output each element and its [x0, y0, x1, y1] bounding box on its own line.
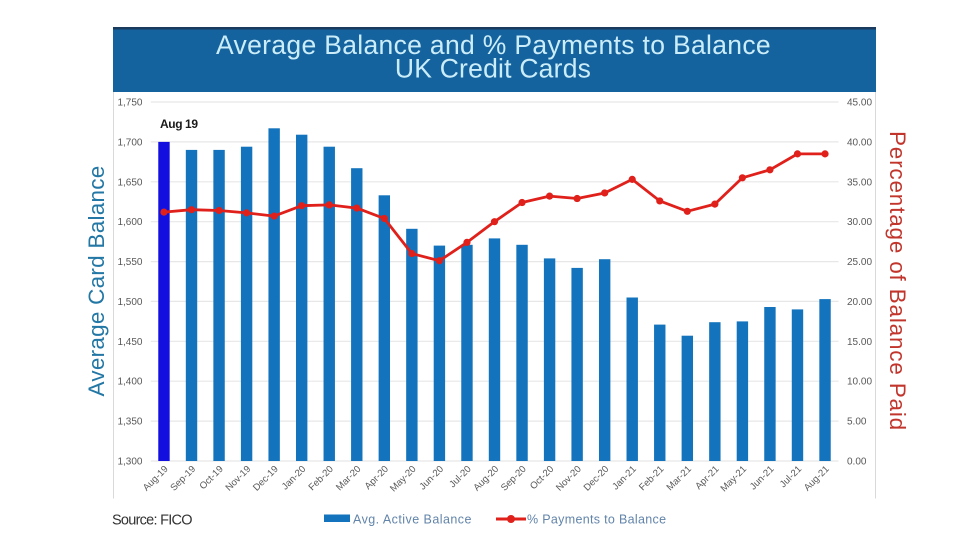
- svg-text:Average Balance and % Payments: Average Balance and % Payments to Balanc…: [216, 30, 771, 60]
- svg-text:1,650: 1,650: [117, 177, 142, 188]
- svg-text:10.00: 10.00: [847, 377, 872, 388]
- svg-text:0.00: 0.00: [847, 457, 867, 468]
- svg-text:1,500: 1,500: [117, 297, 142, 308]
- svg-text:1,450: 1,450: [117, 337, 142, 348]
- svg-text:% Payments to Balance: % Payments to Balance: [527, 513, 666, 527]
- svg-text:1,400: 1,400: [117, 377, 142, 388]
- svg-text:Source: FICO: Source: FICO: [112, 513, 192, 529]
- svg-text:1,300: 1,300: [117, 457, 142, 468]
- svg-text:1,600: 1,600: [117, 217, 142, 228]
- svg-text:30.00: 30.00: [847, 217, 872, 228]
- svg-text:35.00: 35.00: [847, 177, 872, 188]
- svg-text:25.00: 25.00: [847, 257, 872, 268]
- svg-text:1,750: 1,750: [117, 98, 142, 109]
- svg-text:Avg. Active Balance: Avg. Active Balance: [353, 513, 472, 527]
- svg-text:15.00: 15.00: [847, 337, 872, 348]
- svg-text:40.00: 40.00: [847, 137, 872, 148]
- svg-text:1,550: 1,550: [117, 257, 142, 268]
- svg-text:1,350: 1,350: [117, 417, 142, 428]
- svg-text:20.00: 20.00: [847, 297, 872, 308]
- svg-text:UK Credit Cards: UK Credit Cards: [395, 54, 591, 84]
- svg-text:Percentage of Balance Paid: Percentage of Balance Paid: [885, 131, 910, 431]
- svg-text:45.00: 45.00: [847, 98, 872, 109]
- svg-text:5.00: 5.00: [847, 417, 867, 428]
- svg-text:1,700: 1,700: [117, 137, 142, 148]
- svg-text:Average Card Balance: Average Card Balance: [84, 166, 109, 397]
- svg-text:Aug 19: Aug 19: [160, 117, 198, 131]
